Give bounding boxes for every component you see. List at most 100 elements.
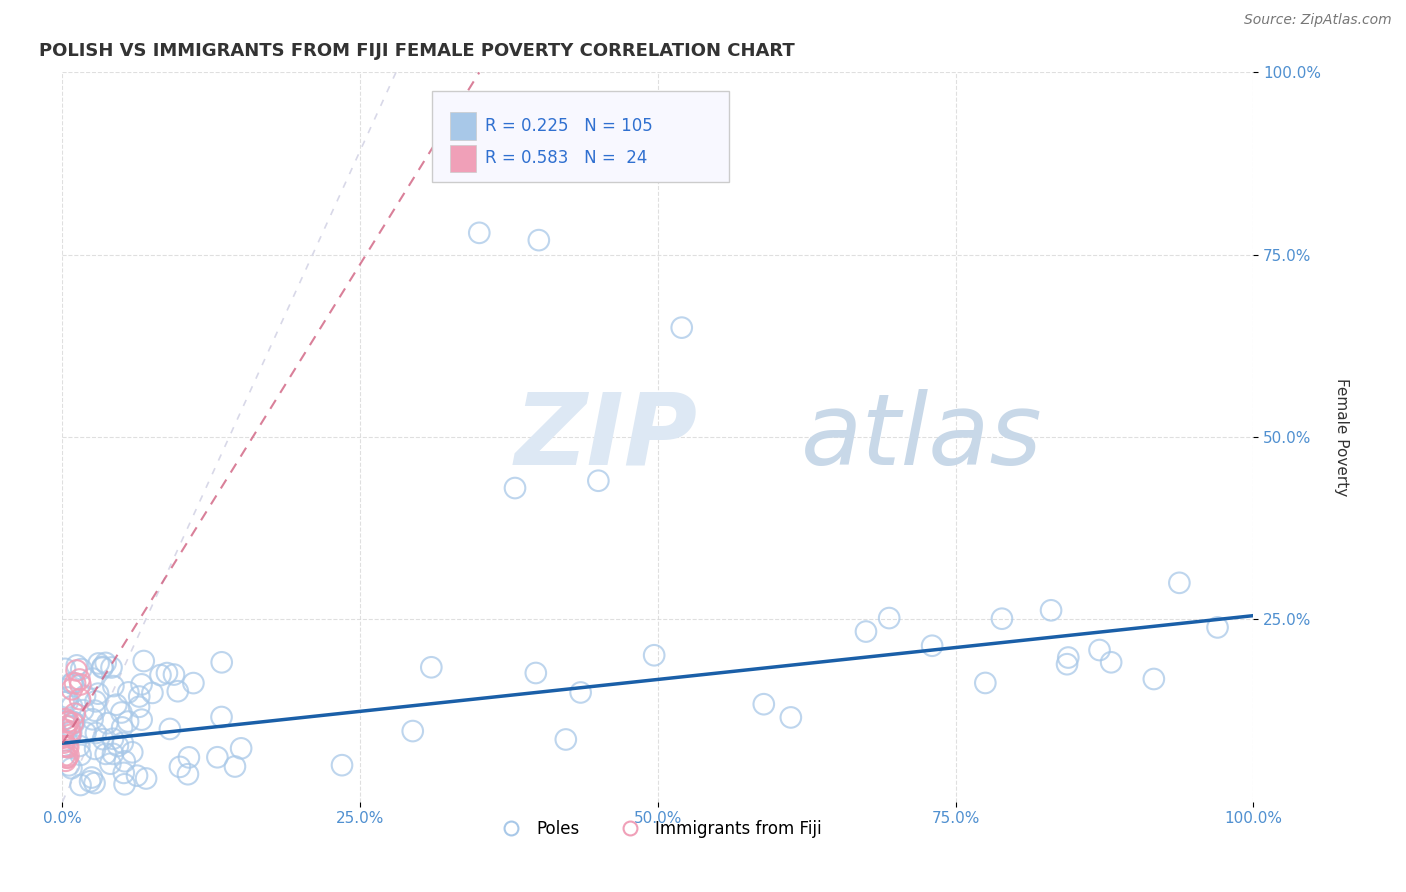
Legend: Poles, Immigrants from Fiji: Poles, Immigrants from Fiji xyxy=(488,813,828,845)
Point xyxy=(468,226,491,240)
Point xyxy=(63,715,86,730)
Point xyxy=(643,648,665,663)
FancyBboxPatch shape xyxy=(432,91,730,182)
Point xyxy=(1088,643,1111,657)
Point xyxy=(117,685,139,699)
Point xyxy=(52,712,75,726)
Point xyxy=(166,684,188,698)
Point xyxy=(60,761,83,775)
Point xyxy=(69,692,91,706)
Point xyxy=(569,685,592,699)
Point xyxy=(588,474,610,488)
Point xyxy=(135,772,157,786)
Point xyxy=(96,716,118,731)
Point xyxy=(330,758,353,772)
Text: atlas: atlas xyxy=(801,389,1042,485)
Point xyxy=(107,739,129,753)
Point xyxy=(59,728,82,742)
Point xyxy=(229,741,252,756)
Point xyxy=(73,689,96,703)
Point xyxy=(56,714,79,729)
Point xyxy=(855,624,877,639)
Point xyxy=(114,777,136,791)
Point xyxy=(156,666,179,681)
Point xyxy=(1040,603,1063,617)
Point xyxy=(163,667,186,681)
Point xyxy=(56,695,79,709)
Text: ZIP: ZIP xyxy=(515,389,697,485)
Point xyxy=(752,697,775,711)
Point xyxy=(159,722,181,736)
Point xyxy=(84,694,107,708)
Point xyxy=(117,714,139,729)
Point xyxy=(111,720,134,734)
Point xyxy=(60,682,83,697)
Text: Source: ZipAtlas.com: Source: ZipAtlas.com xyxy=(1244,13,1392,28)
Point xyxy=(72,703,94,717)
Point xyxy=(177,767,200,781)
Point xyxy=(69,747,91,762)
Point xyxy=(671,320,693,334)
Point xyxy=(56,739,79,754)
Point xyxy=(52,736,75,750)
Point xyxy=(554,732,576,747)
Point xyxy=(177,750,200,764)
Bar xyxy=(450,112,475,139)
Point xyxy=(80,771,103,785)
Point xyxy=(132,654,155,668)
Point xyxy=(84,742,107,756)
Point xyxy=(128,699,150,714)
Point xyxy=(224,759,246,773)
Point xyxy=(114,754,136,768)
Point xyxy=(141,686,163,700)
Point xyxy=(921,639,943,653)
Point xyxy=(53,662,76,676)
Point xyxy=(59,724,82,739)
Point xyxy=(128,690,150,704)
Point xyxy=(101,731,124,746)
Point xyxy=(55,754,77,768)
Point xyxy=(169,760,191,774)
Point xyxy=(402,724,425,739)
Point xyxy=(56,719,79,733)
Point xyxy=(131,677,153,691)
Point xyxy=(1056,657,1078,672)
Point xyxy=(974,676,997,690)
Point xyxy=(56,750,79,764)
Point xyxy=(121,745,143,759)
Point xyxy=(53,723,76,737)
Point xyxy=(111,736,134,750)
Point xyxy=(125,769,148,783)
Point xyxy=(91,660,114,674)
Point xyxy=(91,732,114,747)
Point xyxy=(91,661,114,675)
Point xyxy=(131,713,153,727)
Point xyxy=(105,698,128,712)
Point xyxy=(60,676,83,690)
Point xyxy=(1057,650,1080,665)
Point xyxy=(101,747,124,761)
Point xyxy=(779,710,801,724)
Point xyxy=(100,660,122,674)
Point xyxy=(100,756,122,771)
Point xyxy=(75,725,97,739)
Point xyxy=(52,733,75,747)
Point xyxy=(66,658,89,673)
Point xyxy=(62,714,84,729)
Point xyxy=(103,679,125,693)
Point xyxy=(59,719,82,733)
Point xyxy=(60,676,83,690)
Point xyxy=(211,710,233,724)
Y-axis label: Female Poverty: Female Poverty xyxy=(1334,378,1348,496)
Point xyxy=(1206,620,1229,634)
Point xyxy=(82,712,104,726)
Point xyxy=(53,739,76,754)
Point xyxy=(60,699,83,714)
Point xyxy=(56,690,79,705)
Point xyxy=(112,765,135,780)
Point xyxy=(87,687,110,701)
Point xyxy=(79,774,101,789)
Point xyxy=(1168,575,1191,590)
Point xyxy=(62,716,84,731)
Point xyxy=(1143,672,1166,686)
